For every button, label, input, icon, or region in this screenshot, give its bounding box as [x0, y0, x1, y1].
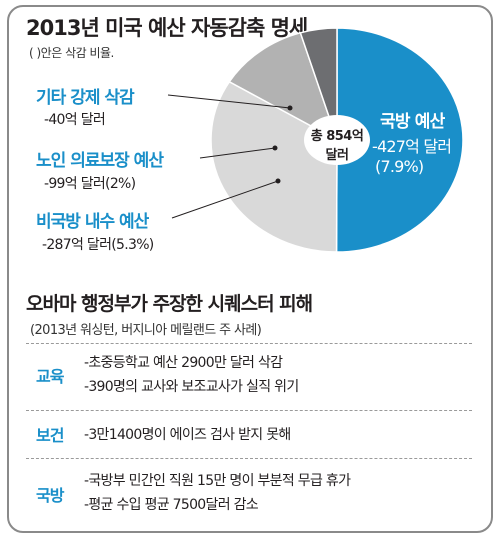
slice-pct-defense: (7.9%): [375, 157, 424, 176]
divider: [26, 410, 472, 411]
row-text-defense-1: -국방부 민간인 직원 15만 명이 부분적 무급 휴가: [84, 473, 351, 489]
row-text-health-1: -3만1400명이 에이즈 검사 받지 못해: [84, 427, 291, 443]
slice-value-other: -40억 달러: [44, 112, 106, 128]
center-label-line1: 총 854억: [310, 129, 364, 144]
slice-value-nondefense: -287억 달러(5.3%): [42, 237, 154, 253]
row-label-health: 보건: [36, 426, 64, 445]
slice-label-defense: 국방 예산: [380, 112, 445, 132]
leader-line-other-dot: [287, 105, 293, 111]
pie-slice-nondefense: [210, 80, 338, 253]
slice-label-other: 기타 강제 삭감: [36, 88, 135, 108]
section-subtitle: (2013년 워싱턴, 버지니아 메릴랜드 주 사례): [30, 323, 262, 338]
leader-line-medicare: [199, 147, 276, 159]
pie-center-label: 총 854억 달러: [300, 125, 374, 163]
row-label-education: 교육: [36, 367, 64, 386]
slice-label-medicare: 노인 의료보장 예산: [36, 151, 164, 171]
row-text-education-2: -390명의 교사와 보조교사가 실직 위기: [84, 379, 299, 395]
section-title: 오바마 행정부가 주장한 시퀘스터 피해: [26, 293, 313, 315]
leader-line-other: [167, 94, 291, 109]
leader-line-nondefense: [171, 180, 279, 219]
slice-label-nondefense: 비국방 내수 예산: [36, 212, 149, 232]
row-text-education-1: -초중등학교 예산 2900만 달러 삭감: [84, 355, 283, 371]
divider: [26, 343, 472, 344]
leader-line-medicare-dot: [272, 145, 278, 151]
row-text-defense-2: -평균 수입 평균 7500달러 감소: [84, 497, 259, 513]
slice-value-medicare: -99억 달러(2%): [44, 176, 136, 192]
pie-slice-medicare: [228, 31, 339, 142]
divider: [26, 458, 472, 459]
pie-slice-other: [299, 27, 338, 141]
chart-title: 2013년 미국 예산 자동감축 명세: [26, 16, 308, 40]
leader-line-nondefense-dot: [275, 178, 281, 184]
chart-subtitle: ( )안은 삭감 비율.: [29, 46, 114, 60]
pie-slice-defense: [335, 27, 464, 253]
pie-center-hole: [304, 115, 370, 165]
slice-value-defense: -427억 달러: [372, 137, 452, 156]
center-label-line2: 달러: [325, 148, 349, 163]
row-label-defense: 국방: [36, 486, 64, 505]
